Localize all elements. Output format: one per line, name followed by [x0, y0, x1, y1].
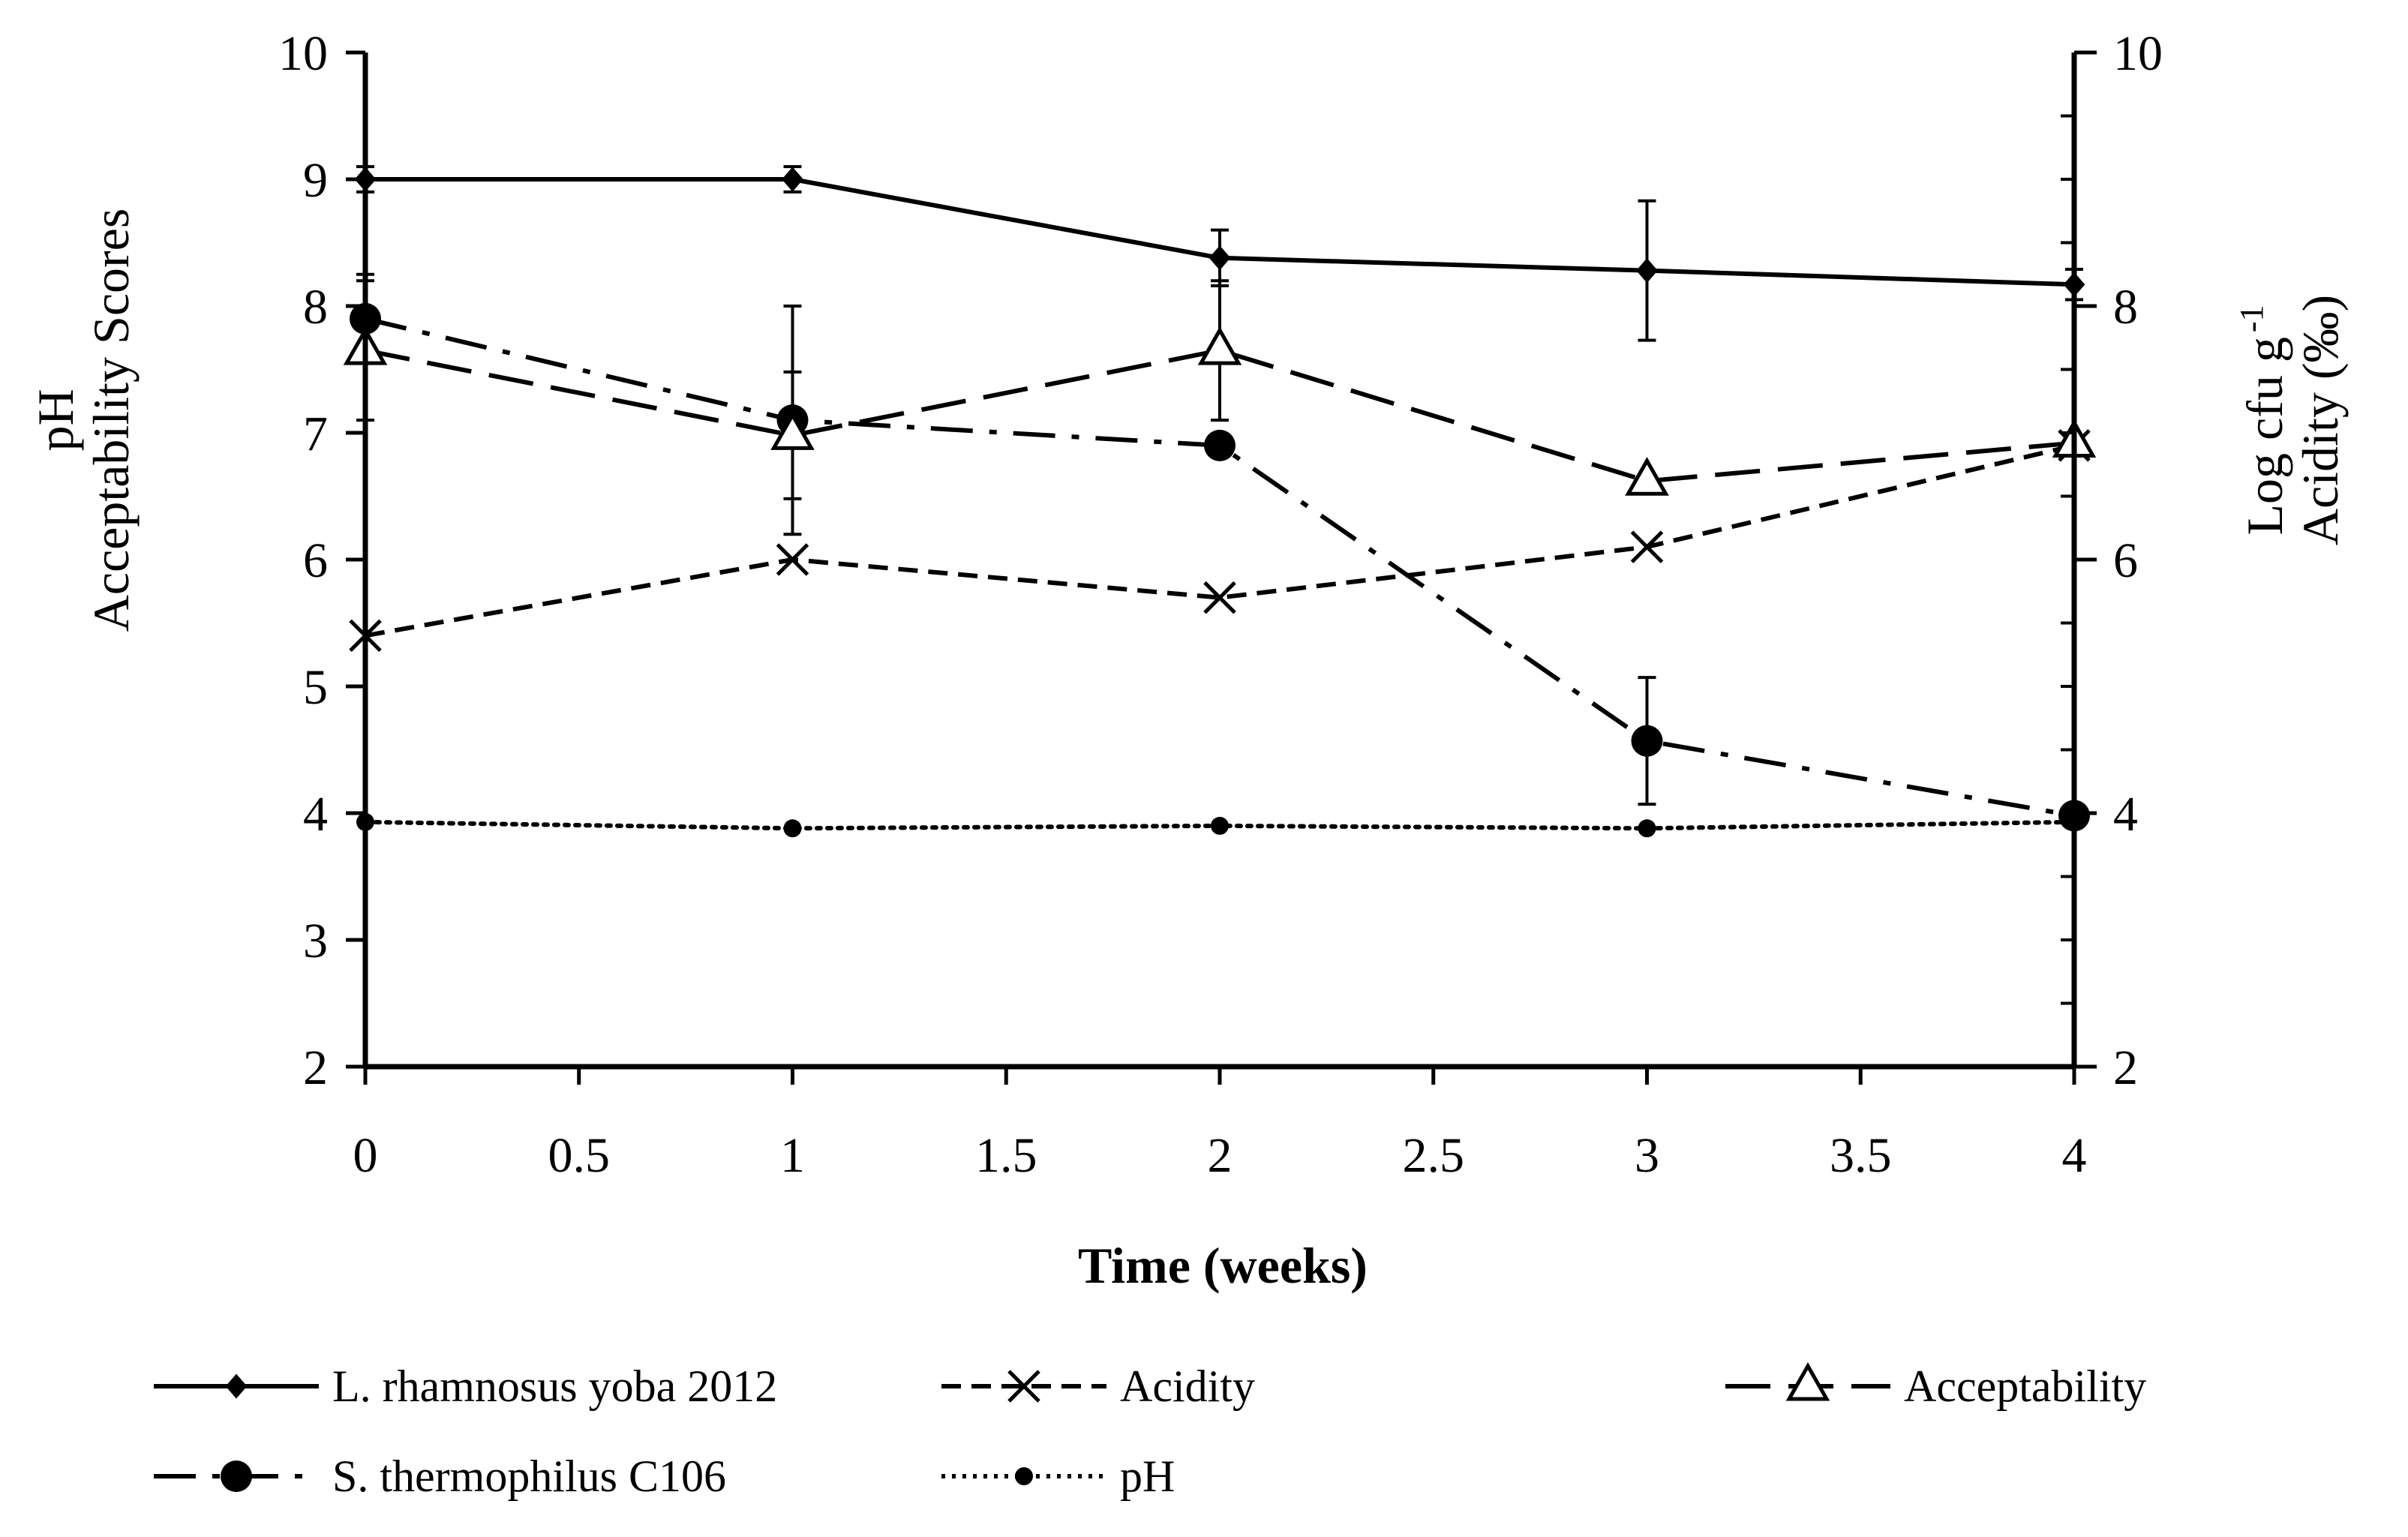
- left-axis-title-line-1: pH: [27, 389, 84, 451]
- x-tick-label: 0: [353, 1128, 378, 1183]
- right-axis-title-main: Log cfu g: [2236, 337, 2293, 535]
- legend-marker: [1015, 1467, 1033, 1485]
- left-y-tick-label: 5: [303, 660, 328, 715]
- data-point: [1203, 581, 1236, 614]
- x-tick-label: 0.5: [548, 1128, 611, 1183]
- legend-entry: Acidity: [941, 1361, 1255, 1411]
- left-axis-title: pH Acceptability Scores: [27, 209, 140, 632]
- left-y-tick-label: 8: [303, 280, 328, 335]
- series-line: [365, 443, 2075, 638]
- data-point: [1197, 326, 1242, 365]
- legend-entry: pH: [941, 1451, 1175, 1501]
- right-y-tick-label: 8: [2113, 280, 2138, 335]
- left-y-tick-label: 4: [303, 787, 328, 842]
- left-y-tick-label: 2: [303, 1040, 328, 1095]
- series-layer: [343, 165, 2097, 838]
- right-axis-title-line-2: Acidity (‰): [2292, 295, 2349, 545]
- left-y-tick-label: 7: [303, 407, 328, 461]
- data-point: [1636, 258, 1658, 284]
- legend-label: L. rhamnosus yoba 2012: [332, 1361, 777, 1411]
- series-ph: [356, 812, 2083, 838]
- x-axis-title: Time (weeks): [1078, 1237, 1368, 1294]
- x-tick-label: 1: [780, 1128, 805, 1183]
- x-tick-label: 4: [2062, 1128, 2087, 1183]
- series-acidity: [349, 429, 2091, 653]
- x-tick-label: 3.5: [1830, 1128, 1892, 1183]
- x-tick-label: 1.5: [975, 1128, 1037, 1183]
- right-axis-title-line-1: Log cfu g -1: [2233, 305, 2293, 535]
- right-y-tick-label: 2: [2113, 1040, 2138, 1095]
- legend-label: pH: [1120, 1451, 1175, 1501]
- series-line: [365, 348, 2075, 484]
- legend-marker: [225, 1373, 248, 1399]
- left-y-tick-label: 6: [303, 533, 328, 588]
- legend-marker: [221, 1460, 252, 1492]
- data-point: [1204, 429, 1236, 461]
- left-axis-title-line-2: Acceptability Scores: [83, 209, 140, 632]
- data-point: [776, 543, 809, 576]
- legend-label: S. thermophilus C106: [332, 1451, 726, 1501]
- legend-marker: [1007, 1370, 1040, 1403]
- axes: [346, 50, 2097, 1085]
- right-y-tick-label: 4: [2113, 787, 2138, 842]
- data-point: [1209, 245, 1231, 271]
- legend-entry: Acceptability: [1725, 1361, 2146, 1411]
- left-y-tick-label: 9: [303, 153, 328, 208]
- x-tick-label: 2: [1208, 1128, 1233, 1183]
- left-y-tick-label: 3: [303, 914, 328, 968]
- data-point: [770, 411, 815, 450]
- data-point: [1630, 530, 1664, 563]
- right-axis-title: Log cfu g -1 Acidity (‰): [2233, 295, 2349, 545]
- x-tick-label: 2.5: [1403, 1128, 1465, 1183]
- data-point: [1638, 819, 1656, 838]
- legend-entry: S. thermophilus C106: [154, 1451, 726, 1501]
- left-y-tick-label: 10: [278, 26, 328, 81]
- right-y-tick-label: 10: [2113, 26, 2163, 81]
- series-acceptability: [343, 279, 2097, 500]
- x-tick-label: 3: [1635, 1128, 1659, 1183]
- legend-label: Acidity: [1120, 1361, 1255, 1411]
- legend: L. rhamnosus yoba 2012 S. thermophilus C1…: [154, 1361, 2146, 1501]
- data-point: [1625, 457, 1669, 496]
- legend-marker: [1785, 1361, 1830, 1401]
- data-point: [1211, 816, 1229, 835]
- data-point: [1631, 725, 1663, 757]
- legend-entry: L. rhamnosus yoba 2012: [154, 1361, 777, 1411]
- right-y-tick-label: 6: [2113, 533, 2138, 588]
- series-l-rhamnosus-yoba-2012: [354, 165, 2085, 342]
- data-point: [782, 167, 803, 192]
- data-point: [783, 819, 802, 838]
- right-axis-title-superscript: -1: [2233, 305, 2270, 332]
- legend-label: Acceptability: [1904, 1361, 2146, 1411]
